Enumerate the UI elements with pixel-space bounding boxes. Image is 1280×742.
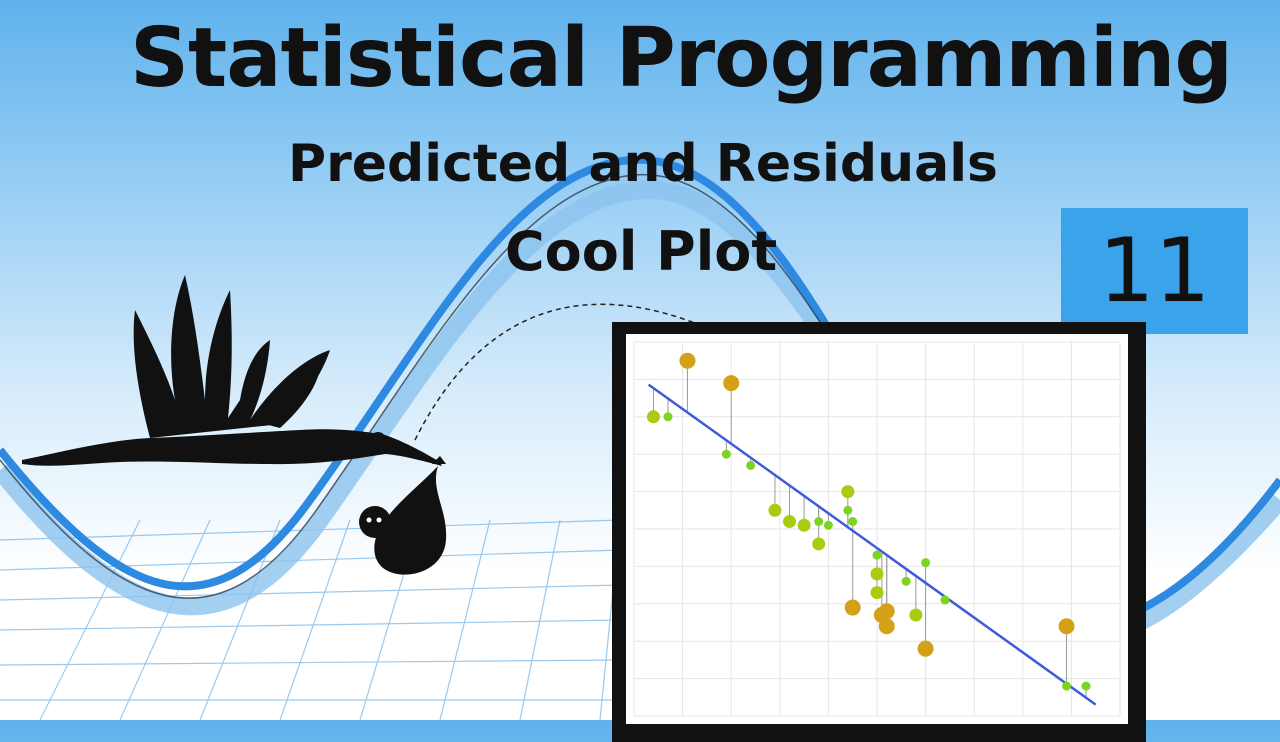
data-point xyxy=(909,608,923,622)
data-point xyxy=(872,550,882,560)
data-point xyxy=(679,352,696,369)
data-point xyxy=(823,520,833,530)
data-point xyxy=(783,515,797,529)
data-point xyxy=(663,412,673,422)
data-point xyxy=(870,586,884,600)
data-point xyxy=(1081,681,1091,691)
data-point xyxy=(646,410,660,424)
data-point xyxy=(814,517,824,527)
page-subtitle: Predicted and Residuals xyxy=(288,134,998,194)
data-point xyxy=(843,505,853,515)
data-point xyxy=(746,460,756,470)
data-point xyxy=(812,537,826,551)
data-point xyxy=(878,618,895,635)
regression-line xyxy=(647,383,1097,706)
background-dashed-flight-path xyxy=(414,303,701,441)
baby-bundle-icon xyxy=(359,456,447,575)
data-point xyxy=(921,558,931,568)
data-point xyxy=(870,567,884,581)
page-subtitle-secondary: Cool Plot xyxy=(505,220,778,283)
data-point xyxy=(723,375,740,392)
data-point xyxy=(797,518,811,532)
stork-icon xyxy=(22,275,447,575)
data-point xyxy=(721,449,731,459)
data-point xyxy=(844,599,861,616)
data-point xyxy=(878,603,895,620)
data-point xyxy=(901,576,911,586)
data-point xyxy=(1062,681,1072,691)
episode-number-badge: 11 xyxy=(1061,208,1248,334)
data-point xyxy=(841,485,855,499)
data-point xyxy=(768,503,782,517)
episode-number: 11 xyxy=(1098,219,1211,322)
page-title: Statistical Programming xyxy=(130,11,1233,106)
data-point xyxy=(940,595,950,605)
background-wave-outline xyxy=(0,174,956,599)
data-point xyxy=(848,517,858,527)
data-point xyxy=(917,640,934,657)
data-point xyxy=(1058,618,1075,635)
residual-scatter-chart xyxy=(626,334,1128,724)
